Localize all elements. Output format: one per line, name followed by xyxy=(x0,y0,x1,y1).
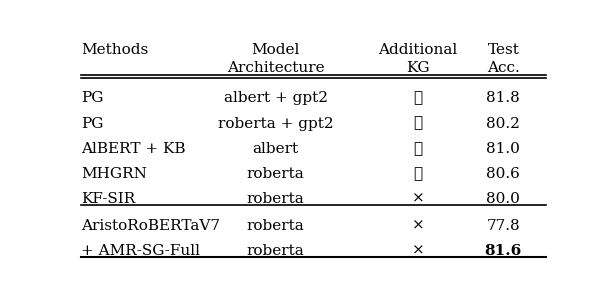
Text: 80.2: 80.2 xyxy=(487,117,520,130)
Text: albert + gpt2: albert + gpt2 xyxy=(224,92,327,105)
Text: 77.8: 77.8 xyxy=(487,219,520,233)
Text: Test: Test xyxy=(487,43,520,57)
Text: ×: × xyxy=(412,219,424,233)
Text: 80.0: 80.0 xyxy=(487,192,520,206)
Text: Model: Model xyxy=(252,43,300,57)
Text: PG: PG xyxy=(81,117,104,130)
Text: ✓: ✓ xyxy=(414,92,422,105)
Text: MHGRN: MHGRN xyxy=(81,167,147,181)
Text: roberta: roberta xyxy=(247,219,305,233)
Text: roberta: roberta xyxy=(247,167,305,181)
Text: 80.6: 80.6 xyxy=(487,167,520,181)
Text: AlBERT + KB: AlBERT + KB xyxy=(81,142,186,156)
Text: ✓: ✓ xyxy=(414,142,422,156)
Text: ✓: ✓ xyxy=(414,167,422,181)
Text: 81.0: 81.0 xyxy=(487,142,520,156)
Text: Additional: Additional xyxy=(378,43,458,57)
Text: KF-SIR: KF-SIR xyxy=(81,192,135,206)
Text: albert: albert xyxy=(253,142,299,156)
Text: ×: × xyxy=(412,192,424,206)
Text: roberta + gpt2: roberta + gpt2 xyxy=(218,117,334,130)
Text: PG: PG xyxy=(81,92,104,105)
Text: + AMR-SG-Full: + AMR-SG-Full xyxy=(81,244,200,258)
Text: AristoRoBERTaV7: AristoRoBERTaV7 xyxy=(81,219,220,233)
Text: Architecture: Architecture xyxy=(227,61,324,75)
Text: roberta: roberta xyxy=(247,244,305,258)
Text: Methods: Methods xyxy=(81,43,149,57)
Text: ×: × xyxy=(412,244,424,258)
Text: KG: KG xyxy=(406,61,430,75)
Text: ✓: ✓ xyxy=(414,117,422,130)
Text: roberta: roberta xyxy=(247,192,305,206)
Text: Acc.: Acc. xyxy=(487,61,520,75)
Text: 81.8: 81.8 xyxy=(487,92,520,105)
Text: 81.6: 81.6 xyxy=(485,244,522,258)
